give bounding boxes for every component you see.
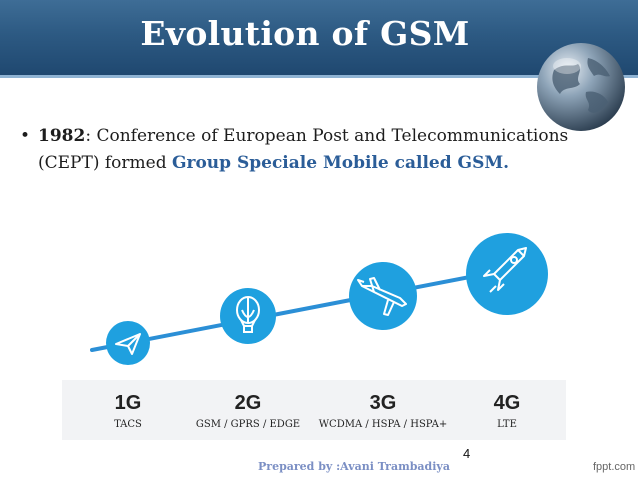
gen-label-4g: 4G bbox=[494, 392, 521, 414]
generation-node-3g bbox=[349, 262, 417, 330]
gen-label-1g: 1G bbox=[115, 392, 142, 414]
title-bar bbox=[0, 0, 638, 75]
slide-title: Evolution of GSM bbox=[140, 14, 470, 53]
generations-diagram: 1G TACS 2G GSM / GPRS / EDGE 3G WCDMA / … bbox=[62, 233, 566, 440]
generation-node-1g bbox=[106, 321, 150, 365]
bullet-year: 1982 bbox=[38, 126, 86, 146]
node-circle bbox=[106, 321, 150, 365]
gen-tech-4g: LTE bbox=[497, 419, 517, 430]
airplane-icon bbox=[357, 277, 407, 316]
labels-panel bbox=[62, 380, 566, 440]
footer-credit: Prepared by :Avani Trambadiya bbox=[258, 460, 450, 473]
brand-watermark: fppt.com bbox=[593, 461, 636, 473]
generation-node-2g bbox=[220, 288, 276, 344]
globe-icon bbox=[537, 43, 625, 131]
gen-label-2g: 2G bbox=[235, 392, 262, 414]
bullet-text: : Conference of European Post and Teleco… bbox=[38, 126, 569, 173]
trend-line bbox=[90, 262, 539, 352]
gen-tech-1g: TACS bbox=[114, 419, 142, 430]
title-bar-divider bbox=[0, 75, 638, 78]
rocket-icon bbox=[483, 247, 527, 293]
page-number: 4 bbox=[463, 446, 471, 461]
gen-tech-2g: GSM / GPRS / EDGE bbox=[196, 419, 300, 430]
gen-tech-3g: WCDMA / HSPA / HSPA+ bbox=[319, 419, 447, 430]
bullet-point: • 1982: Conference of European Post and … bbox=[20, 123, 578, 177]
bullet-marker: • bbox=[20, 126, 31, 146]
paper-plane-icon bbox=[115, 333, 141, 355]
bullet-highlight: Group Speciale Mobile called GSM. bbox=[171, 153, 510, 173]
generation-node-4g bbox=[466, 233, 548, 315]
gen-label-3g: 3G bbox=[370, 392, 397, 414]
hot-air-balloon-icon bbox=[236, 296, 260, 333]
